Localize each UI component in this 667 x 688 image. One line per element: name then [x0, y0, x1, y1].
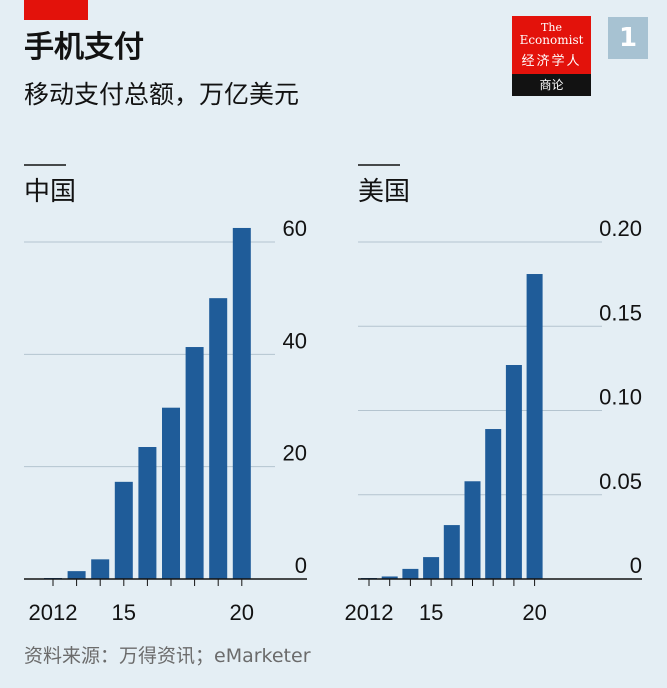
panel-title: 美国	[358, 177, 410, 207]
bar	[162, 407, 180, 579]
bar	[402, 568, 419, 579]
economist-logo: The Economist 经济学人 商论	[512, 16, 591, 96]
accent-tab	[24, 0, 88, 20]
x-tick-label: 20	[522, 600, 546, 625]
logo-line-1: The	[541, 21, 562, 34]
y-tick-label: 20	[283, 441, 307, 466]
chart-number-badge: 1	[608, 17, 648, 59]
bar	[505, 365, 522, 579]
panel-title: 中国	[24, 177, 76, 207]
bar	[485, 429, 502, 579]
bar	[443, 525, 460, 579]
bar	[232, 227, 251, 580]
logo-line-4: 商论	[512, 74, 591, 96]
logo-line-3: 经济学人	[521, 54, 582, 70]
y-tick-label: 0.20	[599, 216, 642, 241]
bar	[381, 576, 398, 579]
bar	[209, 298, 228, 579]
y-tick-label: 60	[283, 216, 307, 241]
bar	[464, 481, 481, 579]
y-tick-label: 0	[630, 553, 642, 578]
chart-title: 手机支付	[24, 30, 144, 65]
bar	[114, 481, 133, 579]
bar	[185, 347, 204, 579]
y-tick-label: 0	[295, 553, 307, 578]
logo-line-2: Economist	[519, 33, 584, 48]
y-tick-label: 0.15	[599, 300, 642, 325]
x-tick-label: 15	[112, 600, 136, 625]
x-tick-label: 20	[230, 600, 254, 625]
y-tick-label: 0.05	[599, 469, 642, 494]
x-tick-label: 15	[419, 600, 443, 625]
bar	[91, 559, 110, 579]
source-note: 资料来源：万得资讯；eMarketer	[24, 645, 311, 667]
y-tick-label: 0.10	[599, 385, 642, 410]
bar	[138, 447, 157, 579]
x-tick-label: 2012	[345, 600, 394, 625]
bar	[526, 274, 543, 579]
bar	[423, 557, 440, 579]
bar	[67, 571, 86, 579]
y-tick-label: 40	[283, 328, 307, 353]
chart-subtitle: 移动支付总额，万亿美元	[24, 80, 300, 109]
x-tick-label: 2012	[29, 600, 78, 625]
